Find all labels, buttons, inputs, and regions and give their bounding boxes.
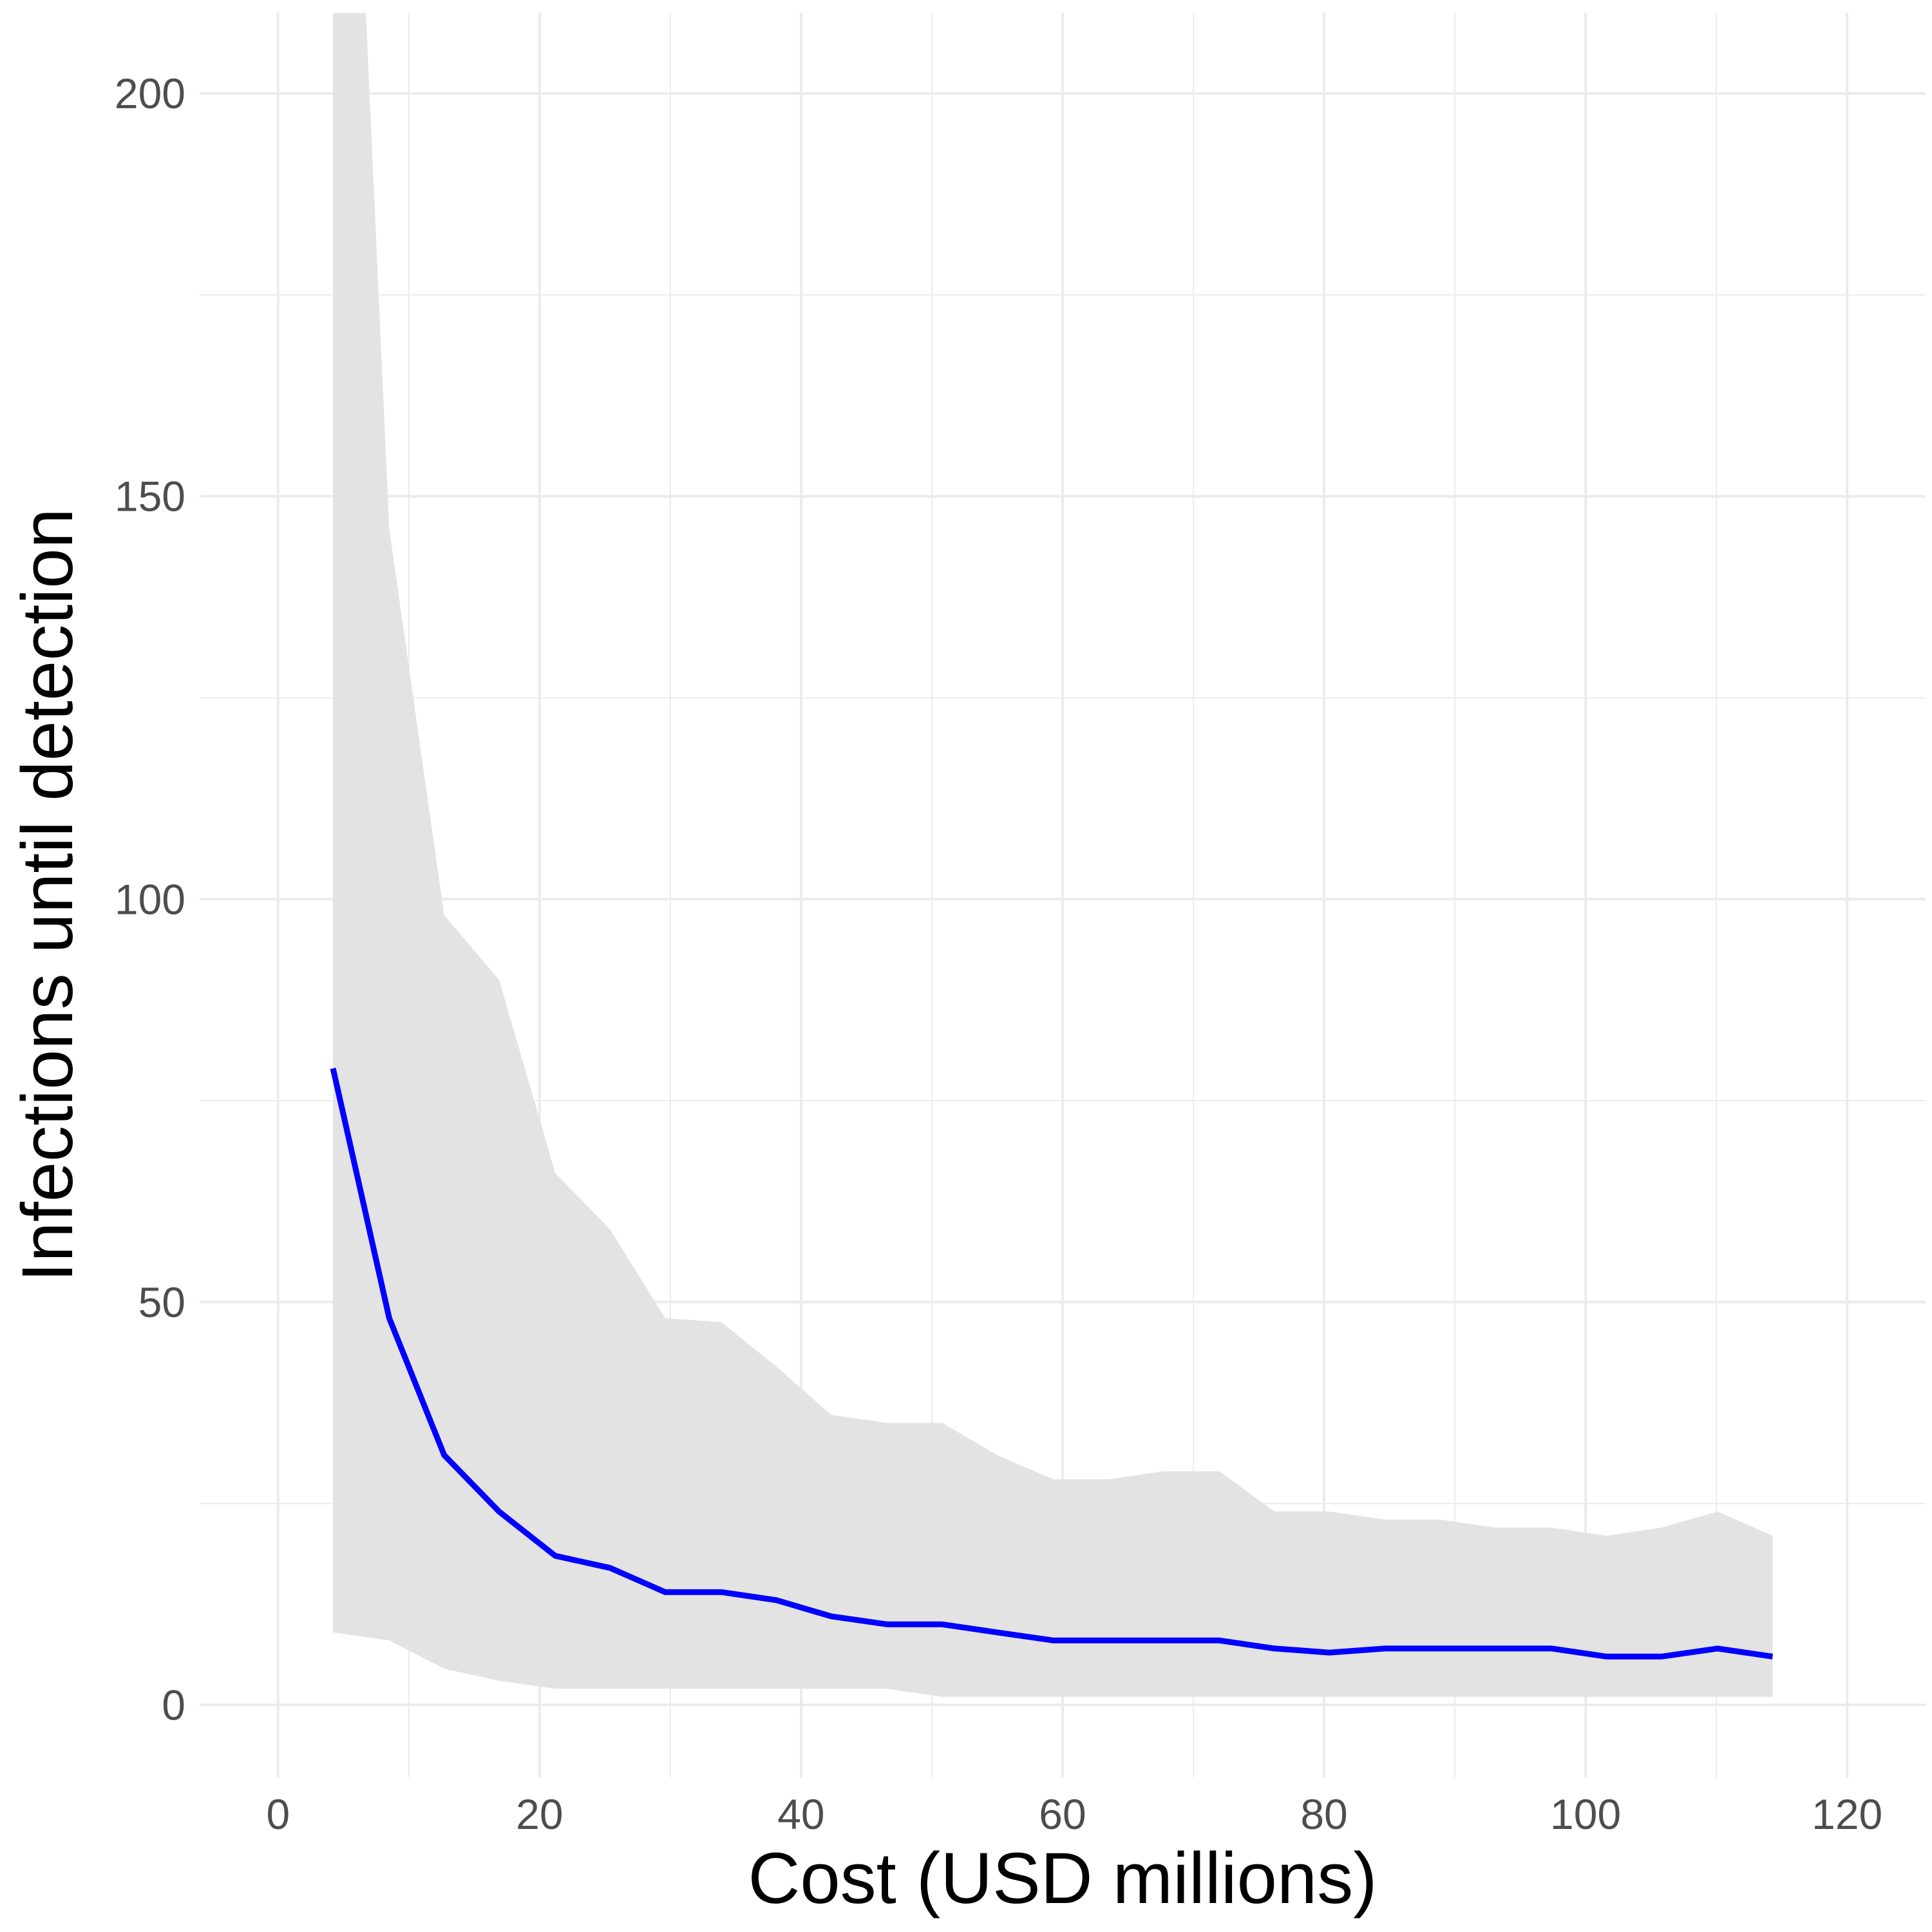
median-line	[330, 1068, 1774, 1660]
x-tick-label: 60	[1039, 1790, 1086, 1838]
y-axis-title: Infections until detection	[7, 508, 88, 1282]
x-tick-label: 20	[516, 1790, 563, 1838]
x-axis-title: Cost (USD millions)	[748, 1838, 1378, 1918]
x-axis-tick-labels: 0 20 40 60 80 100 120	[266, 1790, 1882, 1838]
y-tick-label: 150	[115, 473, 185, 520]
x-tick-label: 40	[777, 1790, 824, 1838]
y-axis-tick-labels: 0 50 100 150 200	[115, 70, 185, 1728]
x-tick-label: 0	[266, 1790, 290, 1838]
y-tick-label: 0	[162, 1681, 185, 1728]
uncertainty-ribbon	[333, 13, 1773, 1697]
y-tick-label: 100	[115, 875, 185, 923]
y-tick-label: 200	[115, 70, 185, 117]
x-tick-label: 120	[1812, 1790, 1882, 1838]
y-tick-label: 50	[138, 1278, 185, 1326]
x-tick-label: 100	[1550, 1790, 1621, 1838]
x-tick-label: 80	[1300, 1790, 1347, 1838]
